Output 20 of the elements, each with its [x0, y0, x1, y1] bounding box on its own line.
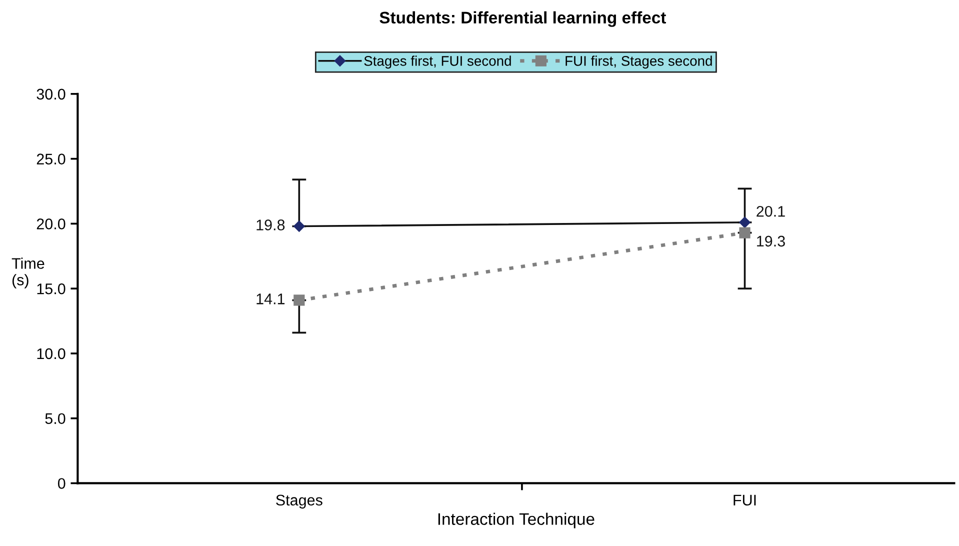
chart-title: Students: Differential learning effect [380, 11, 666, 27]
legend-label: FUI first, Stages second [566, 56, 712, 69]
y-tick-label: 30.0 [36, 88, 66, 100]
y-tick-label: 25.0 [36, 154, 66, 164]
x-tick-label: Stages [276, 494, 322, 509]
y-tick-label: 20.0 [36, 218, 66, 230]
data-label: 20.1 [756, 206, 785, 217]
data-label: 19.3 [757, 236, 785, 247]
x-axis-title: Interaction Technique [438, 512, 594, 528]
legend-label: Stages first, FUI second [364, 56, 511, 69]
data-label: 14.1 [256, 294, 285, 304]
data-label: 19.8 [256, 220, 285, 230]
point [739, 227, 750, 238]
y-tick-label: 5.0 [45, 413, 66, 424]
x-tick-label: FUI [734, 494, 756, 506]
point [739, 216, 750, 228]
point [294, 220, 305, 232]
y-tick-label: 10.0 [37, 348, 66, 360]
y-tick-label: 0 [58, 478, 66, 489]
point [294, 294, 305, 306]
